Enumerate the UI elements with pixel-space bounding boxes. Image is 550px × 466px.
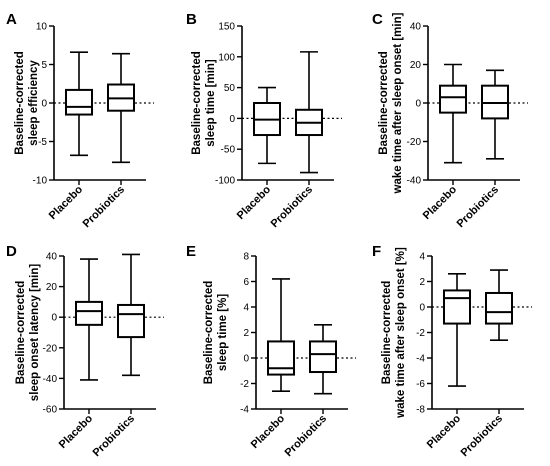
y-tick-label: 4 xyxy=(243,303,249,314)
category-label: Probiotics xyxy=(269,184,316,231)
y-axis-title: sleep onset latency [min] xyxy=(29,264,41,402)
y-tick-label: 0 xyxy=(51,313,57,324)
y-tick-label: -4 xyxy=(240,405,249,416)
box-iqr xyxy=(443,289,471,325)
y-tick-label: 10 xyxy=(36,22,48,33)
y-tick-label: -5 xyxy=(38,137,47,148)
y-tick-label: 40 xyxy=(410,22,422,33)
y-tick-label: 0 xyxy=(229,114,235,125)
y-tick-label: -20 xyxy=(407,137,422,148)
y-axis-title: sleep time [min] xyxy=(205,59,217,147)
box-iqr xyxy=(267,340,295,376)
y-tick-label: -2 xyxy=(240,379,249,390)
y-tick-label: 0 xyxy=(419,303,425,314)
panel-letter: A xyxy=(6,11,17,28)
y-tick-label: -4 xyxy=(416,354,425,365)
category-label: Placebo xyxy=(425,412,464,451)
y-tick-label: -2 xyxy=(416,328,425,339)
y-tick-label: -8 xyxy=(416,405,425,416)
category-label: Placebo xyxy=(57,412,96,451)
panel-letter: C xyxy=(372,11,383,28)
y-tick-label: 50 xyxy=(224,83,236,94)
y-axis-title: Baseline-corrected xyxy=(14,51,26,155)
category-label: Probiotics xyxy=(455,184,502,231)
category-label: Probiotics xyxy=(91,413,138,460)
category-label: Placebo xyxy=(421,183,460,222)
category-label: Placebo xyxy=(235,183,274,222)
category-label: Placebo xyxy=(47,183,86,222)
y-tick-label: -40 xyxy=(407,176,422,187)
box-iqr xyxy=(485,291,513,325)
y-tick-label: -20 xyxy=(43,343,58,354)
category-label: Probiotics xyxy=(283,413,330,460)
y-tick-label: 20 xyxy=(46,282,58,293)
box-iqr xyxy=(75,300,103,326)
y-axis-title: sleep time [%] xyxy=(217,294,229,371)
y-tick-label: 100 xyxy=(218,52,235,63)
panel-letter: D xyxy=(6,243,17,260)
y-axis-title: Baseline-corrected xyxy=(191,51,203,155)
y-tick-label: 2 xyxy=(243,328,249,339)
panel-letter: B xyxy=(186,11,197,28)
box-iqr xyxy=(439,84,467,114)
y-tick-label: 0 xyxy=(41,99,47,110)
y-tick-label: 40 xyxy=(46,252,58,263)
y-tick-label: -100 xyxy=(215,176,235,187)
y-axis-title: Baseline-corrected xyxy=(378,51,390,155)
y-tick-label: 4 xyxy=(419,252,425,263)
box-iqr xyxy=(117,303,145,339)
y-axis-title: wake time after sleep onset [min] xyxy=(392,12,404,194)
y-axis-title: wake time after sleep onset [%] xyxy=(395,247,407,419)
y-axis-title: Baseline-corrected xyxy=(15,281,27,385)
y-tick-label: -10 xyxy=(33,176,48,187)
panel-letter: E xyxy=(186,243,196,260)
y-tick-label: -60 xyxy=(43,405,58,416)
y-tick-label: 5 xyxy=(41,60,47,71)
y-tick-label: 6 xyxy=(243,277,249,288)
panel-letter: F xyxy=(372,243,381,260)
y-tick-label: 150 xyxy=(218,22,235,33)
y-tick-label: 8 xyxy=(243,252,249,263)
category-label: Probiotics xyxy=(81,184,128,231)
category-label: Probiotics xyxy=(459,413,506,460)
y-axis-title: Baseline-corrected xyxy=(203,281,215,385)
y-axis-title: Baseline-corrected xyxy=(381,281,393,385)
y-axis-title: sleep efficiency xyxy=(28,60,40,146)
y-tick-label: -6 xyxy=(416,379,425,390)
box-iqr xyxy=(65,88,93,116)
y-tick-label: 20 xyxy=(410,60,422,71)
y-tick-label: 2 xyxy=(419,277,425,288)
y-tick-label: -40 xyxy=(43,374,58,385)
y-tick-label: 0 xyxy=(243,354,249,365)
y-tick-label: 0 xyxy=(415,99,421,110)
category-label: Placebo xyxy=(249,412,288,451)
y-tick-label: -50 xyxy=(221,145,236,156)
box-iqr xyxy=(309,340,337,374)
